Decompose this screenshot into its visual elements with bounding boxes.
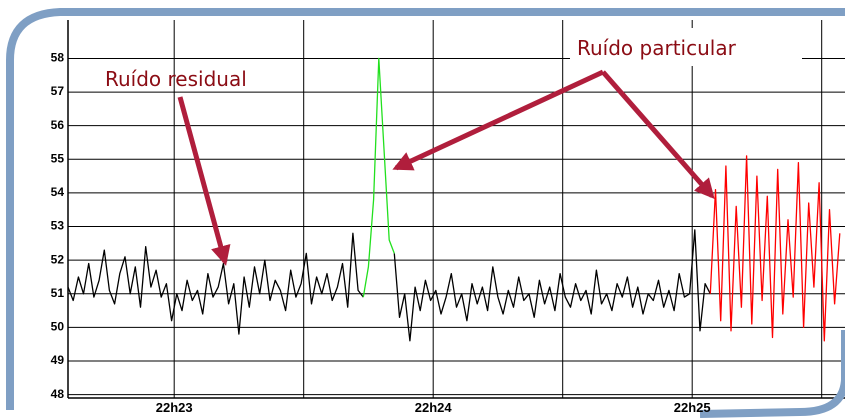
annotation-box <box>570 28 802 66</box>
annotation: Ruído particular <box>577 36 737 60</box>
y-tick-label: 48 <box>51 387 65 401</box>
frame-top-left <box>5 7 845 410</box>
arrow <box>392 69 605 171</box>
x-tick-label: 22h23 <box>156 400 193 415</box>
y-tick-label: 56 <box>51 118 65 132</box>
y-tick-label: 55 <box>51 151 65 165</box>
arrow <box>601 70 715 200</box>
series-line <box>362 57 395 298</box>
y-tick-label: 52 <box>51 252 65 266</box>
annotation: Ruído residual <box>105 67 247 91</box>
y-tick-label: 58 <box>51 51 65 65</box>
y-tick-label: 53 <box>51 219 65 233</box>
arrow <box>177 96 231 266</box>
y-tick-label: 51 <box>51 286 65 300</box>
y-tick-label: 50 <box>51 320 65 334</box>
series-line <box>68 229 711 342</box>
plot-lines <box>68 57 841 342</box>
y-tick-label: 49 <box>51 353 65 367</box>
y-tick-label: 57 <box>51 84 65 98</box>
x-tick-label: 22h24 <box>415 400 453 415</box>
frame-bottom-right <box>699 330 845 418</box>
x-tick-label: 22h25 <box>674 400 711 415</box>
y-tick-label: 54 <box>51 185 65 199</box>
grid <box>68 20 845 398</box>
series-line <box>709 155 841 342</box>
